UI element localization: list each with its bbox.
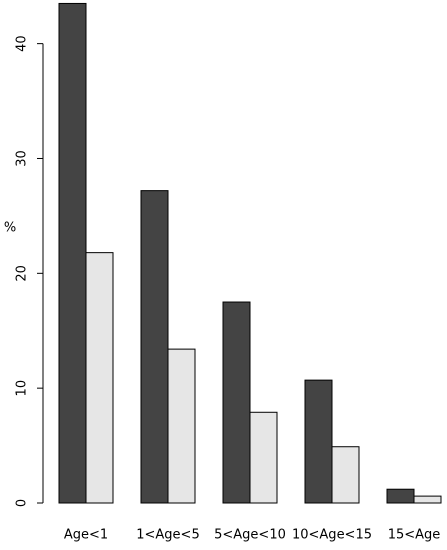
y-tick-label: 40 [15,35,30,52]
x-tick-label: Age<1 [64,528,108,543]
bar [140,190,169,504]
y-axis-label: % [4,221,16,236]
bar [58,2,87,504]
y-tick-label: 20 [15,265,30,282]
x-tick-label: 5<Age<10 [214,528,286,543]
bar [304,379,333,504]
y-tick-label: 10 [15,380,30,397]
y-tick-label: 30 [15,150,30,167]
x-tick-label: 15<Age [388,528,441,543]
bar [386,488,415,504]
bar [167,348,196,504]
bar [85,252,114,504]
bar [222,301,251,504]
bar [249,411,278,504]
x-tick-label: 1<Age<5 [136,528,199,543]
x-tick-label: 10<Age<15 [292,528,372,543]
bar [331,446,360,504]
bar [413,495,442,504]
y-tick-label: 0 [15,499,30,507]
